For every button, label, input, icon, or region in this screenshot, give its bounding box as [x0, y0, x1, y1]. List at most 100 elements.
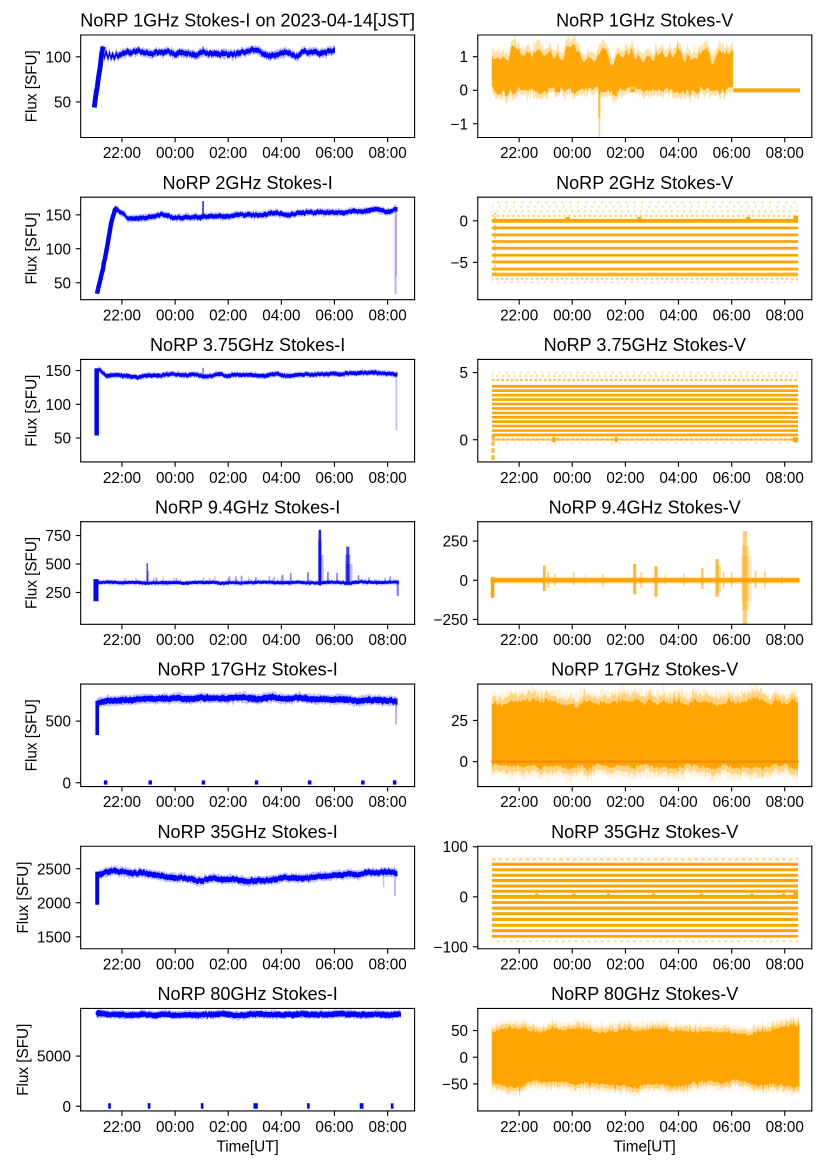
svg-text:22:00: 22:00 — [103, 632, 141, 649]
svg-text:04:00: 04:00 — [659, 145, 697, 162]
svg-text:06:00: 06:00 — [713, 308, 751, 325]
svg-text:2500: 2500 — [37, 861, 71, 878]
svg-text:Flux [SFU]: Flux [SFU] — [24, 375, 41, 447]
svg-text:02:00: 02:00 — [606, 1119, 644, 1136]
svg-text:0: 0 — [460, 889, 468, 906]
svg-text:08:00: 08:00 — [369, 632, 407, 649]
svg-text:NoRP 35GHz Stokes-V: NoRP 35GHz Stokes-V — [551, 822, 738, 842]
svg-text:NoRP 2GHz Stokes-V: NoRP 2GHz Stokes-V — [556, 173, 733, 193]
svg-text:06:00: 06:00 — [713, 957, 751, 974]
svg-text:NoRP 3.75GHz Stokes-V: NoRP 3.75GHz Stokes-V — [544, 335, 746, 355]
svg-text:NoRP 9.4GHz Stokes-I: NoRP 9.4GHz Stokes-I — [155, 497, 340, 517]
svg-text:Flux [SFU]: Flux [SFU] — [24, 212, 41, 284]
svg-text:22:00: 22:00 — [500, 470, 538, 487]
svg-text:00:00: 00:00 — [553, 145, 591, 162]
svg-text:250: 250 — [45, 585, 70, 602]
svg-text:02:00: 02:00 — [606, 957, 644, 974]
svg-text:08:00: 08:00 — [369, 1119, 407, 1136]
svg-text:06:00: 06:00 — [713, 470, 751, 487]
svg-text:NoRP 1GHz Stokes-V: NoRP 1GHz Stokes-V — [556, 11, 733, 31]
svg-text:100: 100 — [45, 397, 70, 414]
svg-text:50: 50 — [451, 1023, 468, 1040]
svg-text:06:00: 06:00 — [315, 632, 353, 649]
svg-text:22:00: 22:00 — [500, 632, 538, 649]
svg-text:100: 100 — [45, 49, 70, 66]
svg-text:1: 1 — [460, 49, 468, 66]
svg-text:06:00: 06:00 — [713, 145, 751, 162]
svg-text:04:00: 04:00 — [262, 470, 300, 487]
svg-text:25: 25 — [451, 713, 468, 730]
svg-text:08:00: 08:00 — [766, 632, 804, 649]
svg-text:22:00: 22:00 — [103, 470, 141, 487]
svg-text:22:00: 22:00 — [500, 957, 538, 974]
svg-text:22:00: 22:00 — [103, 308, 141, 325]
svg-text:00:00: 00:00 — [553, 957, 591, 974]
svg-text:04:00: 04:00 — [659, 470, 697, 487]
svg-text:NoRP 9.4GHz Stokes-V: NoRP 9.4GHz Stokes-V — [549, 497, 741, 517]
svg-text:Flux [SFU]: Flux [SFU] — [15, 861, 32, 933]
svg-text:06:00: 06:00 — [315, 794, 353, 811]
svg-text:04:00: 04:00 — [659, 308, 697, 325]
svg-text:22:00: 22:00 — [103, 957, 141, 974]
svg-text:08:00: 08:00 — [369, 470, 407, 487]
svg-text:NoRP 2GHz Stokes-I: NoRP 2GHz Stokes-I — [163, 173, 333, 193]
svg-text:06:00: 06:00 — [315, 308, 353, 325]
svg-text:08:00: 08:00 — [766, 1119, 804, 1136]
svg-text:−250: −250 — [434, 612, 468, 629]
svg-text:00:00: 00:00 — [156, 145, 194, 162]
svg-text:150: 150 — [45, 207, 70, 224]
svg-text:04:00: 04:00 — [659, 794, 697, 811]
svg-text:250: 250 — [443, 534, 468, 551]
svg-text:04:00: 04:00 — [659, 957, 697, 974]
svg-text:Flux [SFU]: Flux [SFU] — [15, 1024, 32, 1096]
svg-text:22:00: 22:00 — [500, 145, 538, 162]
svg-text:00:00: 00:00 — [156, 470, 194, 487]
svg-text:0: 0 — [460, 754, 468, 771]
svg-text:06:00: 06:00 — [713, 794, 751, 811]
svg-text:Flux [SFU]: Flux [SFU] — [24, 699, 41, 771]
svg-text:08:00: 08:00 — [369, 308, 407, 325]
svg-text:06:00: 06:00 — [315, 145, 353, 162]
svg-text:04:00: 04:00 — [262, 1119, 300, 1136]
svg-text:08:00: 08:00 — [369, 957, 407, 974]
svg-text:04:00: 04:00 — [659, 1119, 697, 1136]
svg-text:Time[UT]: Time[UT] — [614, 1139, 676, 1156]
svg-text:08:00: 08:00 — [766, 145, 804, 162]
svg-text:06:00: 06:00 — [315, 470, 353, 487]
svg-text:NoRP 17GHz Stokes-I: NoRP 17GHz Stokes-I — [158, 660, 338, 680]
svg-text:0: 0 — [460, 573, 468, 590]
svg-text:5: 5 — [460, 365, 468, 382]
svg-text:750: 750 — [45, 528, 70, 545]
svg-text:08:00: 08:00 — [766, 470, 804, 487]
svg-text:150: 150 — [45, 363, 70, 380]
svg-text:02:00: 02:00 — [606, 145, 644, 162]
svg-text:08:00: 08:00 — [766, 308, 804, 325]
svg-text:02:00: 02:00 — [209, 632, 247, 649]
svg-text:22:00: 22:00 — [103, 794, 141, 811]
svg-text:04:00: 04:00 — [262, 957, 300, 974]
svg-text:Time[UT]: Time[UT] — [217, 1139, 279, 1156]
svg-text:50: 50 — [54, 431, 71, 448]
svg-text:0: 0 — [62, 1099, 70, 1116]
svg-text:NoRP 17GHz Stokes-V: NoRP 17GHz Stokes-V — [551, 660, 738, 680]
svg-text:−100: −100 — [434, 939, 468, 956]
svg-text:−50: −50 — [442, 1076, 468, 1093]
svg-text:04:00: 04:00 — [262, 632, 300, 649]
svg-text:02:00: 02:00 — [606, 632, 644, 649]
svg-text:02:00: 02:00 — [606, 470, 644, 487]
svg-text:22:00: 22:00 — [103, 1119, 141, 1136]
svg-text:02:00: 02:00 — [606, 308, 644, 325]
svg-text:06:00: 06:00 — [713, 632, 751, 649]
svg-text:00:00: 00:00 — [156, 957, 194, 974]
svg-text:NoRP 35GHz Stokes-I: NoRP 35GHz Stokes-I — [158, 822, 338, 842]
svg-text:500: 500 — [45, 557, 70, 574]
svg-text:00:00: 00:00 — [553, 470, 591, 487]
svg-text:08:00: 08:00 — [766, 794, 804, 811]
svg-text:00:00: 00:00 — [553, 308, 591, 325]
svg-text:08:00: 08:00 — [369, 794, 407, 811]
svg-text:08:00: 08:00 — [766, 957, 804, 974]
svg-text:Flux [SFU]: Flux [SFU] — [24, 537, 41, 609]
svg-text:Flux [SFU]: Flux [SFU] — [24, 50, 41, 122]
svg-text:00:00: 00:00 — [156, 632, 194, 649]
svg-text:0: 0 — [460, 83, 468, 100]
